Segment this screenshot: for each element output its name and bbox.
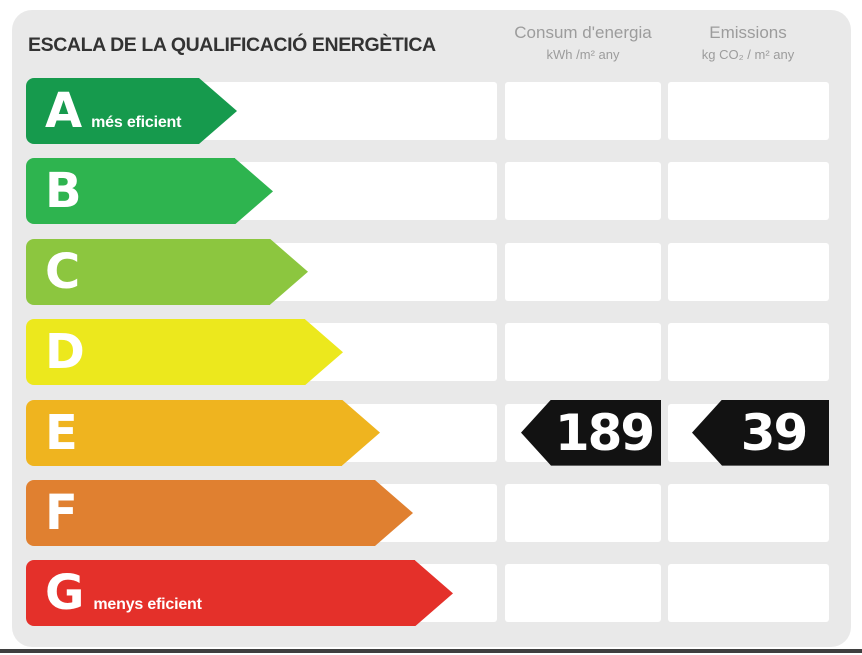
emissions-cell	[668, 484, 829, 542]
arrow-head-icon	[342, 399, 380, 466]
consum-cell	[505, 323, 661, 382]
consum-column-unit: kWh /m² any	[546, 47, 620, 62]
rating-letter: C	[45, 243, 81, 300]
rating-letter: B	[45, 163, 82, 220]
arrow-head-icon	[375, 480, 413, 546]
consum-column-header: Consum d'energia kWh /m² any	[493, 22, 673, 64]
energy-label-panel: ESCALA DE LA QUALIFICACIÓ ENERGÈTICA Con…	[12, 10, 851, 647]
rating-arrow: C	[26, 238, 308, 305]
consum-column-name: Consum d'energia	[514, 23, 652, 42]
value-badge: 189	[521, 399, 661, 466]
rating-arrow: D	[26, 319, 343, 386]
consum-cell: 189	[505, 399, 661, 466]
arrow-head-icon	[305, 319, 343, 386]
rating-letter: A	[45, 83, 83, 139]
rating-row: C	[12, 238, 851, 305]
emissions-column-unit: kg CO₂ / m² any	[701, 47, 795, 62]
arrow-head-icon	[235, 158, 273, 225]
consum-cell	[505, 564, 661, 623]
emissions-cell	[668, 162, 829, 221]
arrow-head-icon	[270, 238, 308, 305]
consum-cell	[505, 162, 661, 221]
value-badge-number: 189	[554, 403, 655, 462]
page-edge-line	[0, 649, 862, 653]
rating-letter: E	[45, 404, 78, 461]
rating-letter: F	[45, 485, 78, 541]
rating-note: menys eficient	[93, 596, 202, 614]
arrow-head-icon	[415, 560, 453, 627]
arrow-head-icon	[199, 78, 237, 144]
rating-row: B	[12, 158, 851, 225]
value-badge-number: 39	[740, 403, 809, 462]
emissions-column-header: Emissions kg CO₂ / m² any	[658, 22, 838, 64]
emissions-cell: 39	[668, 399, 829, 466]
emissions-cell	[668, 82, 829, 140]
rating-row: D	[12, 319, 851, 386]
rating-letter: D	[45, 324, 85, 381]
rating-letter: G	[45, 565, 85, 622]
rating-arrow: B	[26, 158, 273, 225]
emissions-column-name: Emissions	[709, 23, 787, 42]
emissions-cell	[668, 242, 829, 301]
emissions-cell	[668, 323, 829, 382]
value-badge: 39	[692, 399, 829, 466]
scale-title: ESCALA DE LA QUALIFICACIÓ ENERGÈTICA	[28, 34, 436, 56]
rating-arrow: E	[26, 399, 380, 466]
consum-cell	[505, 82, 661, 140]
emissions-cell	[668, 564, 829, 623]
rating-note: més eficient	[91, 114, 182, 131]
consum-cell	[505, 484, 661, 542]
rating-row: F	[12, 480, 851, 546]
rating-row: 189 39 E	[12, 399, 851, 466]
rating-arrow: F	[26, 480, 413, 546]
consum-cell	[505, 242, 661, 301]
